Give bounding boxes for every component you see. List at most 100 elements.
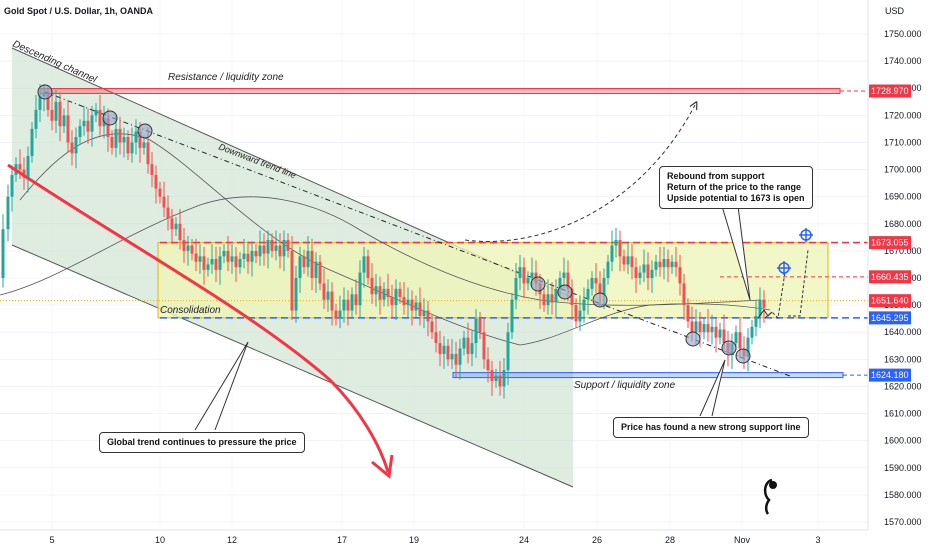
candle-body — [566, 272, 570, 289]
candle-body — [34, 109, 38, 129]
upside-scenario-arc — [464, 105, 695, 242]
candle-body — [222, 250, 226, 257]
x-tick-label: 17 — [337, 535, 347, 545]
candle-body — [242, 253, 246, 260]
candle-body — [286, 240, 290, 251]
candle-body — [590, 278, 594, 289]
candle-body — [622, 256, 626, 265]
candle-body — [202, 256, 206, 270]
candle-body — [510, 299, 514, 333]
candle-body — [406, 299, 410, 306]
candle-body — [302, 256, 306, 268]
candle-body — [226, 250, 230, 262]
candle-body — [254, 250, 258, 257]
candle-body — [66, 115, 70, 143]
candle-body — [418, 302, 422, 316]
candle-body — [238, 259, 242, 268]
candle-body — [274, 245, 278, 251]
candle-body — [438, 343, 442, 354]
candle-body — [54, 101, 58, 121]
candle-body — [182, 240, 186, 251]
candle-body — [246, 253, 250, 262]
candle-body — [718, 329, 722, 338]
candle-body — [186, 245, 190, 251]
price-tag-bg — [869, 84, 911, 98]
candle-body — [94, 109, 98, 116]
candle-body — [462, 337, 466, 349]
x-tick-label: 12 — [227, 535, 237, 545]
candle-body — [298, 256, 302, 278]
candle-body — [470, 343, 474, 354]
candle-body — [578, 310, 582, 322]
touch-point — [102, 110, 118, 126]
candle-body — [398, 288, 402, 297]
touch-point — [685, 331, 701, 347]
global-trend-arrow — [7, 163, 390, 473]
candle-body — [654, 261, 658, 270]
price-tag-bg — [869, 294, 911, 308]
channel-lower-line — [11, 244, 574, 488]
candle-body — [426, 310, 430, 322]
candle-body — [374, 286, 378, 295]
candle-body — [106, 118, 110, 138]
y-tick-label: 1750.000 — [884, 29, 922, 39]
candle-body — [570, 288, 574, 306]
candle-body — [450, 353, 454, 360]
candle-body — [326, 291, 330, 300]
candle-body — [762, 299, 766, 308]
candle-body — [546, 294, 550, 306]
candle-body — [158, 188, 162, 197]
candle-body — [642, 264, 646, 273]
candle-body — [434, 332, 438, 344]
candle-body — [702, 324, 706, 333]
candle-body — [478, 318, 482, 333]
candle-body — [310, 250, 314, 278]
global-trend-note: Global trend continues to pressure the p… — [99, 432, 305, 453]
touch-point — [592, 292, 608, 308]
candle-body — [414, 302, 418, 311]
rebound-note-line: Upside potential to 1673 is open — [667, 193, 805, 203]
y-tick-label: 1720.000 — [884, 110, 922, 120]
candle-body — [78, 126, 82, 138]
candle-body — [562, 272, 566, 278]
candle-body — [662, 259, 666, 268]
candle-body — [294, 278, 298, 311]
price-tag-label: 1645.295 — [871, 313, 909, 323]
candle-body — [618, 240, 622, 257]
candle-body — [114, 128, 118, 148]
candle-body — [710, 326, 714, 333]
candle-body — [454, 353, 458, 365]
candle-body — [86, 120, 90, 132]
candle-body — [278, 245, 282, 257]
candle-body — [594, 278, 598, 284]
x-tick-label: 28 — [665, 535, 675, 545]
candle-body — [350, 294, 354, 311]
candle-body — [378, 286, 382, 300]
y-tick-label: 1700.000 — [884, 165, 922, 175]
price-tag-label: 1624.180 — [871, 370, 909, 380]
candle-body — [314, 261, 318, 278]
price-tag-bg — [869, 368, 911, 382]
currency-label: USD — [885, 6, 905, 16]
candle-body — [638, 272, 642, 278]
rebound-note-line: Rebound from support — [667, 171, 765, 181]
candle-body — [206, 264, 210, 270]
support-zone-label: Support / liquidity zone — [574, 380, 676, 391]
resistance-zone-label: Resistance / liquidity zone — [168, 72, 284, 83]
touch-point — [37, 84, 53, 100]
projected-path — [764, 249, 809, 320]
candle-body — [198, 256, 202, 262]
price-tag-label: 1728.970 — [871, 86, 909, 96]
support-found-note: Price has found a new strong support lin… — [613, 417, 809, 438]
candle-body — [142, 142, 146, 148]
candle-body — [722, 329, 726, 344]
x-tick-label: 24 — [519, 535, 529, 545]
touch-point — [530, 276, 546, 292]
candle-body — [714, 326, 718, 338]
candle-body — [282, 240, 286, 257]
global-trend-pointer — [194, 341, 249, 431]
support-found-note-text: Price has found a new strong support lin… — [621, 422, 801, 432]
consolidation-label: Consolidation — [160, 305, 221, 316]
candle-body — [38, 96, 42, 110]
